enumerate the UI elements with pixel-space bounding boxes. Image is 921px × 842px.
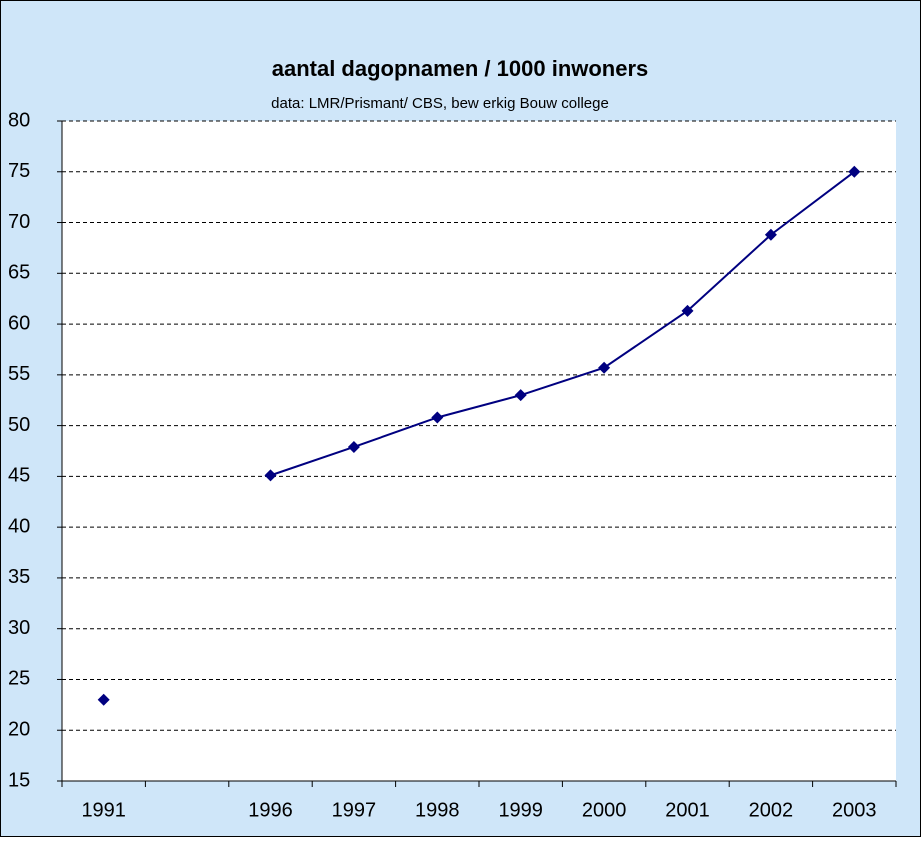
- y-tick-label: 25: [8, 668, 30, 690]
- data-point: [681, 304, 694, 317]
- chart-title: aantal dagopnamen / 1000 inwoners: [272, 56, 649, 81]
- y-tick-label: 15: [8, 769, 30, 791]
- y-tick-label: 65: [8, 262, 30, 284]
- x-tick-label: 2003: [832, 799, 877, 821]
- data-point: [264, 469, 277, 482]
- y-tick-label: 70: [8, 211, 30, 233]
- data-point: [848, 165, 861, 178]
- plot-area: [62, 121, 896, 781]
- x-tick-label: 2001: [665, 799, 710, 821]
- x-tick-label: 1998: [415, 799, 460, 821]
- data-point: [598, 361, 611, 374]
- y-tick-label: 35: [8, 566, 30, 588]
- data-point: [347, 440, 360, 453]
- data-point: [514, 389, 527, 402]
- x-tick-label: 1991: [81, 799, 126, 821]
- series-line: [270, 170, 855, 477]
- chart-subtitle: data: LMR/Prismant/ CBS, bew erkig Bouw …: [271, 95, 609, 112]
- y-tick-label: 80: [8, 109, 30, 131]
- x-tick-label: 2002: [749, 799, 794, 821]
- y-tick-label: 75: [8, 160, 30, 182]
- y-tick-label: 45: [8, 465, 30, 487]
- x-tick-label: 2000: [582, 799, 627, 821]
- x-tick-label: 1999: [498, 799, 543, 821]
- data-point: [764, 228, 777, 241]
- data-point: [97, 693, 110, 706]
- y-tick-label: 55: [8, 363, 30, 385]
- y-tick-label: 40: [8, 515, 30, 537]
- y-tick-label: 50: [8, 414, 30, 436]
- y-tick-label: 60: [8, 312, 30, 334]
- x-tick-label: 1997: [332, 799, 377, 821]
- data-point: [431, 411, 444, 424]
- y-tick-label: 20: [8, 719, 30, 741]
- y-tick-label: 30: [8, 617, 30, 639]
- x-tick-label: 1996: [248, 799, 293, 821]
